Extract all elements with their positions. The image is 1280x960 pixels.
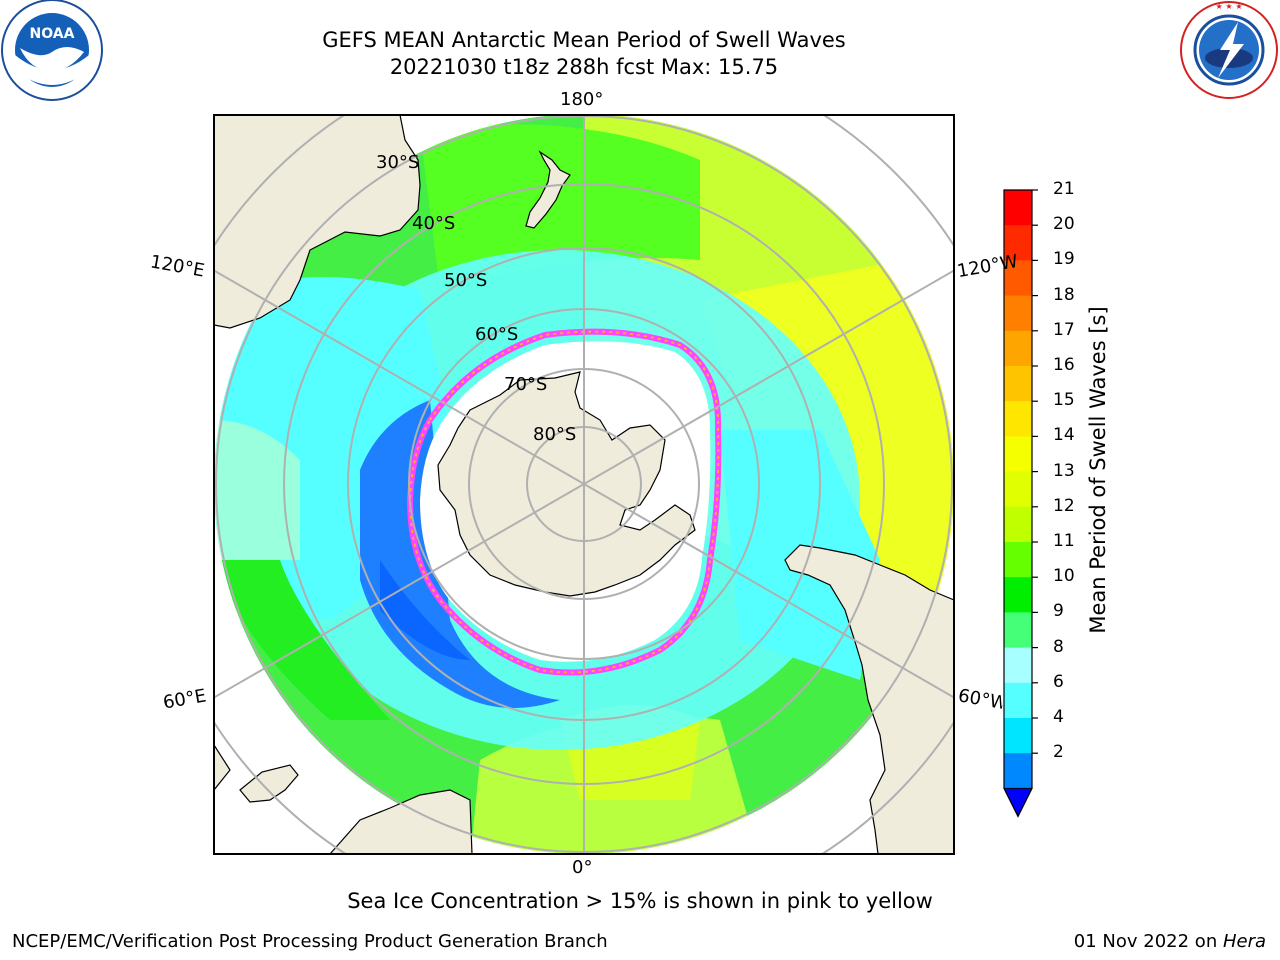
colorbar-segment [1004, 330, 1032, 367]
colorbar-segment [1004, 401, 1032, 437]
footer-date: 01 Nov 2022 on Hera [1073, 931, 1266, 952]
colorbar-tick-label: 18 [1053, 284, 1075, 305]
colorbar-tick-label: 11 [1053, 531, 1075, 551]
colorbar-segment [1004, 366, 1032, 402]
colorbar-segment [1004, 718, 1032, 754]
graticule [214, 115, 954, 854]
colorbar-segment [1004, 190, 1032, 226]
colorbar-under-arrow [1003, 787, 1033, 818]
colorbar-tick-label: 4 [1053, 707, 1064, 727]
colorbar-tick-label: 12 [1053, 495, 1075, 516]
lat-label-30s: 30°S [376, 152, 420, 173]
colorbar-segment [1004, 542, 1032, 578]
footer-credit: NCEP/EMC/Verification Post Processing Pr… [12, 931, 608, 952]
footer-machine: Hera [1222, 931, 1266, 952]
colorbar-tick-label: 13 [1053, 460, 1075, 481]
colorbar-tick-label: 2 [1053, 742, 1064, 763]
colorbar-tick-label: 10 [1053, 566, 1075, 587]
lat-label-40s: 40°S [412, 213, 456, 234]
nws-logo: ★ ★ ★ [1180, 1, 1278, 99]
colorbar-segment [1004, 753, 1032, 789]
colorbar-tick-label: 14 [1053, 425, 1075, 446]
lon-label-180: 180° [560, 89, 604, 110]
lat-label-50s: 50°S [444, 270, 488, 291]
noaa-logo: NOAA [1, 0, 103, 101]
chart-subtitle: 20221030 t18z 288h fcst Max: 15.75 [389, 55, 779, 79]
colorbar-outline [1003, 189, 1033, 818]
colorbar-segment [1004, 260, 1032, 297]
colorbar-tick-label: 21 [1053, 179, 1075, 199]
lat-label-80s: 80°S [533, 424, 577, 445]
sea-ice-caption: Sea Ice Concentration > 15% is shown in … [347, 889, 933, 913]
colorbar-segment [1004, 682, 1032, 719]
colorbar-tick-label: 20 [1053, 214, 1075, 235]
colorbar-segment [1004, 295, 1032, 332]
svg-text:★ ★ ★: ★ ★ ★ [1215, 2, 1242, 11]
colorbar-title: Mean Period of Swell Waves [s] [1086, 306, 1110, 634]
colorbar-segment [1004, 436, 1032, 473]
colorbar-tick-label: 17 [1053, 319, 1075, 340]
colorbar-tick-label: 6 [1053, 671, 1064, 692]
lon-label-0: 0° [572, 857, 593, 878]
colorbar-segment [1004, 506, 1032, 543]
colorbar-tick-label: 8 [1053, 636, 1064, 657]
colorbar-tick-label: 15 [1053, 390, 1075, 411]
lat-label-70s: 70°S [504, 374, 548, 395]
colorbar-tick-label: 16 [1053, 355, 1075, 375]
colorbar-segment [1004, 577, 1032, 613]
antarctica [437, 371, 696, 597]
map-frame [213, 114, 955, 855]
colorbar-tick-label: 9 [1053, 601, 1064, 622]
colorbar-segment [1004, 471, 1032, 508]
colorbar-tick-label: 19 [1053, 249, 1075, 270]
colorbar [1003, 189, 1038, 818]
sea-ice-zone [406, 328, 722, 676]
chart-title: GEFS MEAN Antarctic Mean Period of Swell… [322, 28, 846, 52]
colorbar-segment [1004, 612, 1032, 649]
colorbar-segment [1004, 647, 1032, 684]
lat-label-60s: 60°S [475, 324, 519, 345]
colorbar-segment [1004, 225, 1032, 261]
noaa-logo-text: NOAA [30, 26, 75, 42]
